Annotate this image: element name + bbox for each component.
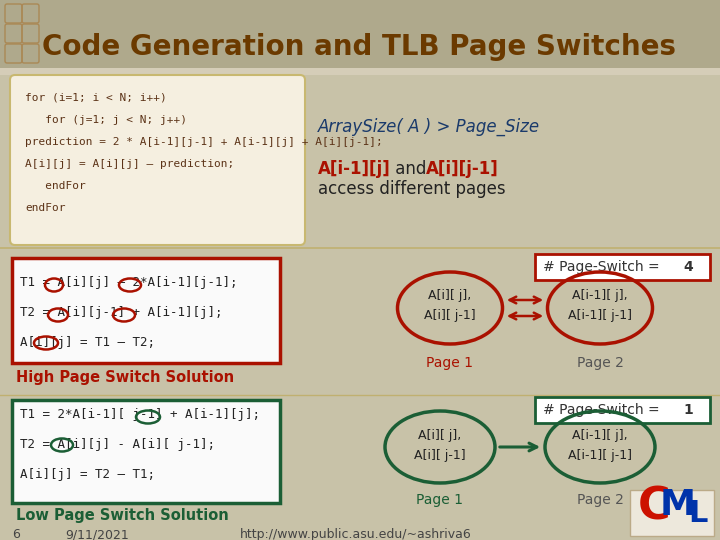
- Text: endFor: endFor: [25, 203, 66, 213]
- Text: Page 2: Page 2: [577, 356, 624, 370]
- Text: ArraySize( A ) > Page_Size: ArraySize( A ) > Page_Size: [318, 118, 540, 136]
- Text: # Page-Switch =: # Page-Switch =: [543, 403, 664, 417]
- Text: A[i-1][ j-1]: A[i-1][ j-1]: [568, 309, 632, 322]
- Text: 9/11/2021: 9/11/2021: [65, 528, 129, 540]
- FancyBboxPatch shape: [12, 400, 280, 503]
- Text: and: and: [390, 160, 431, 178]
- Text: 6: 6: [12, 528, 20, 540]
- Text: T1 = 2*A[i-1][ j-1] + A[i-1][j];: T1 = 2*A[i-1][ j-1] + A[i-1][j];: [20, 408, 260, 421]
- Text: Page 1: Page 1: [426, 356, 474, 370]
- Text: T2 = A[i][j-1] + A[i-1][j];: T2 = A[i][j-1] + A[i-1][j];: [20, 306, 222, 319]
- Text: A[i-1][ j],: A[i-1][ j],: [572, 429, 628, 442]
- Text: 4: 4: [683, 260, 693, 274]
- FancyBboxPatch shape: [10, 75, 305, 245]
- Text: http://www.public.asu.edu/~ashriva6: http://www.public.asu.edu/~ashriva6: [240, 528, 472, 540]
- Text: for (i=1; i < N; i++): for (i=1; i < N; i++): [25, 93, 167, 103]
- Text: A[i][ j-1]: A[i][ j-1]: [424, 309, 476, 322]
- FancyBboxPatch shape: [12, 258, 280, 363]
- Text: access different pages: access different pages: [318, 180, 505, 198]
- FancyBboxPatch shape: [0, 68, 720, 75]
- Text: A[i][j] = A[i][j] – prediction;: A[i][j] = A[i][j] – prediction;: [25, 159, 234, 169]
- Text: M: M: [660, 488, 696, 522]
- FancyBboxPatch shape: [630, 490, 714, 536]
- Text: Code Generation and TLB Page Switches: Code Generation and TLB Page Switches: [42, 33, 676, 61]
- Text: Low Page Switch Solution: Low Page Switch Solution: [16, 508, 229, 523]
- Text: # Page-Switch =: # Page-Switch =: [543, 260, 664, 274]
- Text: T2 = A[i][j] - A[i][ j-1];: T2 = A[i][j] - A[i][ j-1];: [20, 438, 215, 451]
- FancyBboxPatch shape: [535, 397, 710, 423]
- Text: for (j=1; j < N; j++): for (j=1; j < N; j++): [25, 115, 187, 125]
- FancyBboxPatch shape: [0, 0, 720, 75]
- Text: L: L: [688, 499, 707, 528]
- Text: A[i][ j],: A[i][ j],: [428, 289, 472, 302]
- FancyBboxPatch shape: [535, 254, 710, 280]
- Text: A[i-1][j]: A[i-1][j]: [318, 160, 391, 178]
- Text: Page 1: Page 1: [416, 493, 464, 507]
- Text: T1 = A[i][j] – 2*A[i-1][j-1];: T1 = A[i][j] – 2*A[i-1][j-1];: [20, 276, 238, 289]
- Text: C: C: [638, 485, 671, 528]
- Text: A[i][j-1]: A[i][j-1]: [426, 160, 499, 178]
- Text: endFor: endFor: [25, 181, 86, 191]
- Text: A[i][j] = T1 – T2;: A[i][j] = T1 – T2;: [20, 336, 155, 349]
- Text: Page 2: Page 2: [577, 493, 624, 507]
- Text: High Page Switch Solution: High Page Switch Solution: [16, 370, 234, 385]
- Text: prediction = 2 * A[i-1][j-1] + A[i-1][j] + A[i][j-1];: prediction = 2 * A[i-1][j-1] + A[i-1][j]…: [25, 137, 383, 147]
- Text: A[i][ j-1]: A[i][ j-1]: [414, 449, 466, 462]
- Text: A[i][ j],: A[i][ j],: [418, 429, 462, 442]
- Text: A[i][j] = T2 – T1;: A[i][j] = T2 – T1;: [20, 468, 155, 481]
- Text: 1: 1: [683, 403, 693, 417]
- Text: A[i-1][ j],: A[i-1][ j],: [572, 289, 628, 302]
- Text: A[i-1][ j-1]: A[i-1][ j-1]: [568, 449, 632, 462]
